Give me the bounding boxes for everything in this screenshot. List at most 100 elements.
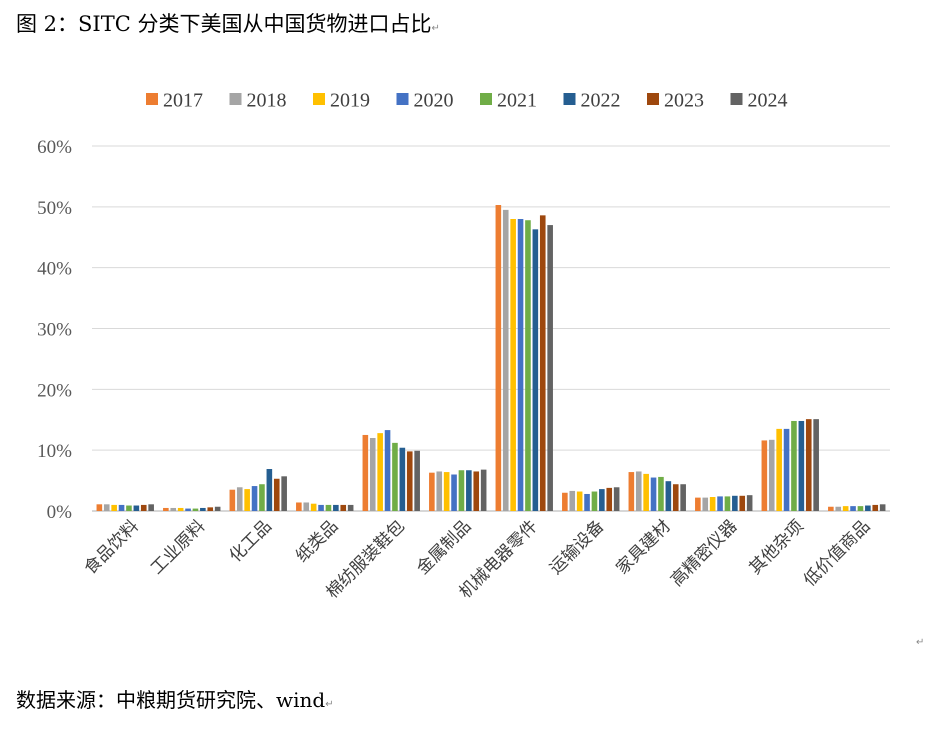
bar	[466, 470, 472, 511]
bar	[229, 489, 236, 511]
bar	[865, 505, 871, 511]
bar	[111, 504, 117, 511]
bar	[399, 447, 406, 511]
x-tick-label: 纸类品	[292, 516, 342, 566]
bar	[177, 507, 184, 511]
bar	[244, 489, 250, 511]
bar	[236, 487, 243, 511]
bar	[414, 450, 420, 511]
bar	[406, 451, 413, 511]
legend-swatch	[396, 93, 409, 105]
legend-label: 2019	[330, 90, 370, 112]
bar	[665, 481, 672, 511]
bar	[392, 442, 398, 511]
bar	[362, 434, 369, 511]
bar	[103, 504, 110, 511]
bar	[783, 428, 790, 512]
legend-label: 2018	[247, 90, 287, 112]
bar	[377, 433, 383, 511]
bar	[562, 492, 568, 511]
legend-label: 2017	[163, 90, 203, 112]
bar	[643, 473, 649, 511]
bar	[281, 476, 287, 511]
bar	[547, 225, 553, 511]
bar	[680, 484, 686, 511]
bar	[214, 506, 221, 511]
bar	[259, 484, 265, 511]
paragraph-mark-icon: ↵	[431, 23, 440, 34]
bar	[443, 472, 450, 511]
legend-swatch	[229, 93, 242, 105]
y-tick-label: 50%	[37, 198, 72, 219]
bar	[118, 504, 125, 511]
bar	[635, 471, 642, 511]
legend-swatch	[146, 93, 158, 105]
bar	[384, 430, 391, 511]
bar	[776, 428, 782, 512]
x-tick-label: 低价值商品	[800, 516, 874, 590]
x-tick-label: 工业原料	[147, 516, 209, 578]
bar	[695, 497, 701, 511]
bar	[857, 506, 864, 511]
bar	[251, 486, 258, 511]
bar	[495, 205, 502, 511]
bar	[613, 487, 620, 511]
bar	[333, 504, 339, 511]
bar	[473, 471, 480, 511]
bar	[702, 497, 709, 511]
bar	[791, 420, 797, 511]
bar	[650, 477, 657, 511]
bar	[709, 497, 716, 511]
bar	[192, 508, 199, 511]
bar	[266, 469, 273, 511]
legend-swatch	[313, 93, 325, 105]
bar	[879, 504, 886, 511]
bar	[798, 420, 805, 511]
bar	[436, 471, 443, 511]
bar	[828, 506, 834, 511]
bar	[369, 438, 376, 511]
bar	[584, 493, 590, 511]
x-tick-label: 食品饮料	[81, 516, 143, 578]
bar	[296, 502, 302, 511]
legend-label: 2020	[414, 90, 454, 112]
x-tick-label: 家具建材	[613, 516, 675, 578]
bar	[480, 469, 487, 511]
paragraph-mark-icon: ↵	[916, 637, 925, 648]
bar	[606, 487, 613, 511]
bar	[672, 484, 679, 511]
chart-legend: 2017 2018 2019 2020 2021 2022 2023 2024	[146, 90, 788, 112]
source-note-text: 数据来源：中粮期货研究院、wind	[16, 688, 326, 712]
bar	[724, 496, 731, 511]
bar	[746, 495, 753, 511]
bar	[835, 506, 842, 511]
y-tick-label: 20%	[37, 380, 72, 401]
figure-title: 图 2：SITC 分类下美国从中国货物进口占比↵	[16, 8, 440, 38]
y-tick-label: 0%	[47, 502, 73, 523]
bar	[163, 507, 169, 511]
bar	[813, 419, 819, 511]
y-tick-label: 60%	[37, 137, 72, 158]
bar	[569, 490, 576, 511]
bar	[185, 508, 191, 511]
bar	[340, 504, 347, 511]
bar	[451, 474, 457, 511]
y-tick-label: 10%	[37, 441, 72, 462]
figure-title-text: 图 2：SITC 分类下美国从中国货物进口占比	[16, 12, 432, 36]
x-tick-label: 金属制品	[413, 516, 475, 578]
bar	[318, 504, 324, 511]
bar	[310, 503, 317, 511]
bar	[739, 495, 746, 511]
x-tick-label: 其他杂项	[746, 516, 808, 578]
bar	[768, 439, 775, 511]
bar	[347, 504, 354, 511]
legend-swatch	[480, 93, 492, 105]
bar	[303, 502, 310, 511]
bar	[96, 504, 103, 511]
y-tick-label: 40%	[37, 259, 72, 280]
bar	[510, 219, 516, 511]
bar	[207, 507, 214, 511]
bar	[200, 507, 206, 511]
